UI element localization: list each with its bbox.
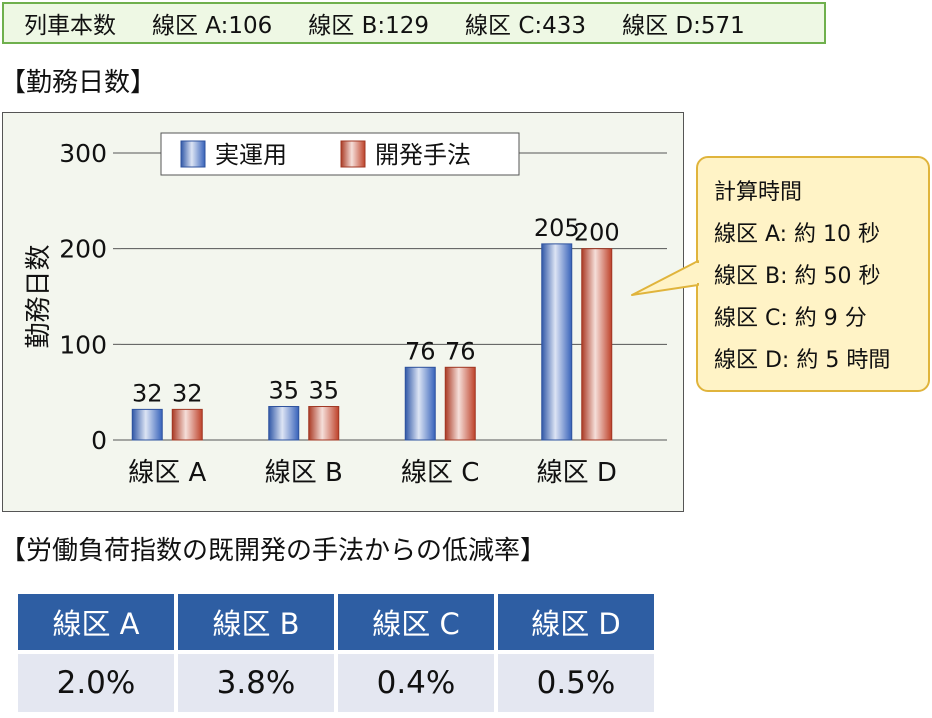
callout-pointer	[631, 260, 701, 296]
legend-swatch	[180, 140, 206, 168]
bar	[171, 408, 203, 441]
legend-label: 開発手法	[375, 141, 471, 169]
table-row: 2.0% 3.8% 0.4% 0.5%	[18, 654, 654, 712]
data-label: 200	[574, 219, 620, 247]
rate-line-b: 3.8%	[178, 654, 334, 712]
train-count-label: 列車本数	[24, 13, 116, 39]
data-label: 76	[405, 337, 436, 365]
train-count-line-d: 線区 D:571	[622, 13, 745, 39]
train-count-line-a: 線区 A:106	[152, 13, 273, 39]
bar	[131, 408, 163, 441]
table-header-line-d: 線区 D	[498, 594, 654, 650]
work-days-bar-chart: 0 100 200 300 勤務日数 32 32 線区 A 35 35 線区 B 76 76 線区 C 20…	[24, 132, 667, 488]
bar	[444, 366, 476, 441]
callout-line-c: 線区 C: 約 9 分	[714, 306, 867, 331]
callout-title: 計算時間	[714, 180, 803, 205]
computation-time-callout: 計算時間 線区 A: 約 10 秒 線区 B: 約 50 秒 線区 C: 約 9…	[696, 156, 930, 392]
x-tick-label: 線区 C	[401, 458, 479, 488]
chart-panel: 0 100 200 300 勤務日数 32 32 線区 A 35 35 線区 B 76 76 線区 C 20…	[2, 112, 684, 512]
callout-line-a: 線区 A: 約 10 秒	[714, 222, 881, 247]
legend-label: 実運用	[215, 141, 287, 169]
x-tick-label: 線区 A	[128, 458, 206, 488]
chart-heading: 【勤務日数】	[0, 68, 157, 98]
bar	[268, 406, 300, 441]
table-header-line-c: 線区 C	[338, 594, 494, 650]
y-tick-label: 300	[59, 139, 107, 168]
train-count-line-c: 線区 C:433	[465, 13, 587, 39]
x-tick-label: 線区 D	[537, 458, 617, 488]
callout-line-d: 線区 D: 約 5 時間	[714, 348, 891, 373]
bar	[404, 366, 436, 441]
rate-line-a: 2.0%	[18, 654, 174, 712]
legend-box	[160, 132, 520, 176]
reduction-heading: 【労働負荷指数の既開発の手法からの低減率】	[0, 536, 547, 566]
data-label: 32	[132, 379, 163, 407]
y-tick-label: 100	[59, 330, 107, 359]
rate-line-c: 0.4%	[338, 654, 494, 712]
y-tick-label: 0	[91, 426, 107, 455]
table-header-row: 線区 A 線区 B 線区 C 線区 D	[18, 594, 654, 650]
table-header-line-b: 線区 B	[178, 594, 334, 650]
rate-line-d: 0.5%	[498, 654, 654, 712]
callout-line-b: 線区 B: 約 50 秒	[714, 264, 881, 289]
bar	[541, 243, 573, 441]
legend-swatch	[340, 140, 366, 168]
table-header-line-a: 線区 A	[18, 594, 174, 650]
bar	[581, 248, 613, 441]
y-axis-label: 勤務日数	[24, 244, 54, 348]
bar	[308, 406, 340, 441]
reduction-rate-table: 線区 A 線区 B 線区 C 線区 D 2.0% 3.8% 0.4% 0.5%	[14, 590, 658, 716]
train-count-summary: 列車本数 線区 A:106 線区 B:129 線区 C:433 線区 D:571	[2, 2, 826, 44]
data-label: 35	[268, 377, 299, 405]
train-count-line-b: 線区 B:129	[308, 13, 430, 39]
data-label: 32	[172, 379, 203, 407]
data-label: 76	[445, 337, 476, 365]
data-label: 35	[308, 377, 339, 405]
y-tick-label: 200	[59, 235, 107, 264]
data-label: 205	[534, 214, 580, 242]
x-tick-label: 線区 B	[265, 458, 343, 488]
